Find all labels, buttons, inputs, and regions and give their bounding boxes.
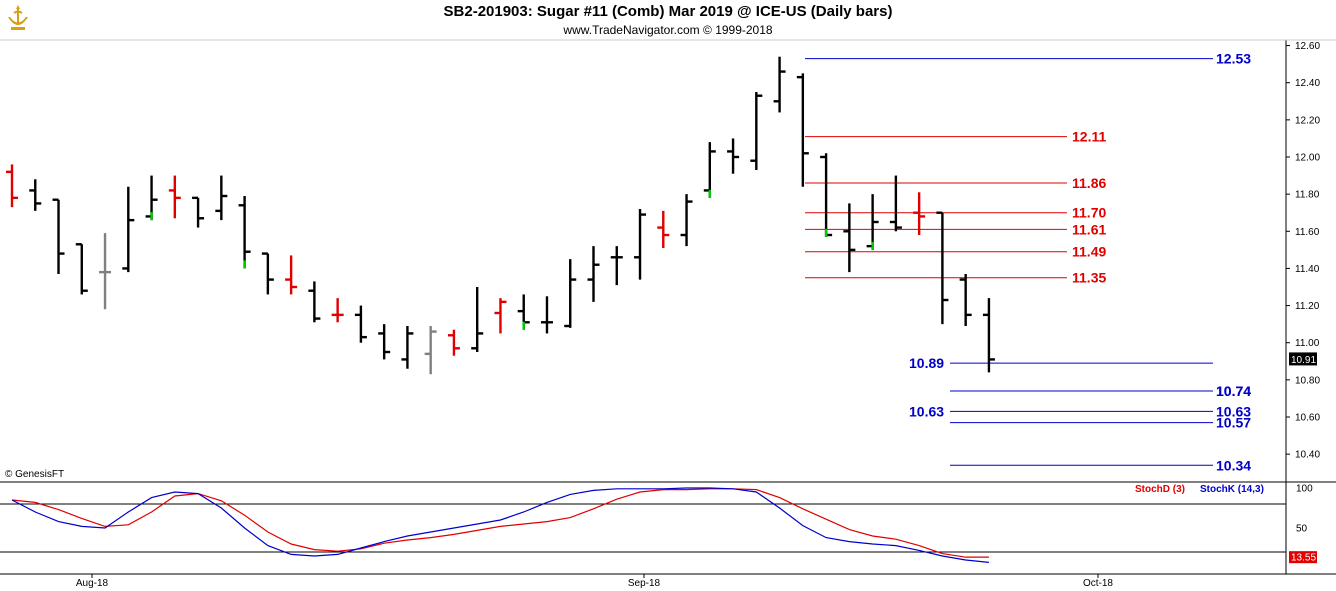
ohlc-bar[interactable] <box>913 192 926 235</box>
ohlc-bar[interactable] <box>540 296 553 334</box>
copyright-label: © GenesisFT <box>5 469 65 480</box>
price-tick-label: 11.00 <box>1295 338 1320 349</box>
ohlc-bar[interactable] <box>610 246 623 286</box>
ohlc-bar[interactable] <box>727 138 740 174</box>
ohlc-bar[interactable] <box>447 329 460 356</box>
chart-subtitle: www.TradeNavigator.com © 1999-2018 <box>563 23 773 37</box>
ohlc-bar[interactable] <box>29 179 42 211</box>
price-level-label: 11.61 <box>1072 221 1106 237</box>
x-tick-label: Sep-18 <box>628 578 661 589</box>
ohlc-bar[interactable] <box>308 281 321 323</box>
last-price-label: 10.91 <box>1291 355 1316 366</box>
price-level-label: 10.57 <box>1216 415 1251 431</box>
price-level-label: 11.49 <box>1072 244 1106 260</box>
ohlc-bar[interactable] <box>52 198 65 274</box>
chart-title: SB2-201903: Sugar #11 (Comb) Mar 2019 @ … <box>443 3 893 20</box>
ohlc-bar[interactable] <box>889 175 902 232</box>
price-level-label: 11.86 <box>1072 175 1106 191</box>
ohlc-bar[interactable] <box>401 326 414 369</box>
price-level-label: 12.11 <box>1072 129 1106 145</box>
price-tick-label: 10.80 <box>1295 375 1320 386</box>
ohlc-bar[interactable] <box>657 210 670 248</box>
price-level-label: 11.70 <box>1072 205 1106 221</box>
ohlc-bar[interactable] <box>192 196 205 228</box>
price-level-label: 11.35 <box>1072 270 1106 286</box>
ohlc-bar[interactable] <box>378 324 391 360</box>
ohlc-bar[interactable] <box>99 233 112 310</box>
ohlc-bar[interactable] <box>587 246 600 302</box>
ohlc-bar[interactable] <box>285 255 298 295</box>
x-tick-label: Oct-18 <box>1083 578 1113 589</box>
price-level-label: 10.89 <box>909 355 944 371</box>
ohlc-bar[interactable] <box>936 211 949 325</box>
price-tick-label: 10.60 <box>1295 413 1320 424</box>
ohlc-bar[interactable] <box>680 194 693 247</box>
ohlc-bar[interactable] <box>75 243 88 295</box>
ohlc-bar[interactable] <box>6 164 18 208</box>
ohlc-bar[interactable] <box>843 203 856 273</box>
chart-header: SB2-201903: Sugar #11 (Comb) Mar 2019 @ … <box>0 0 1336 40</box>
osc-last-box <box>1289 551 1317 564</box>
ohlc-bar[interactable] <box>982 298 995 373</box>
price-level-label: 10.63 <box>909 403 944 419</box>
ohlc-bar[interactable] <box>354 305 367 343</box>
legend-stochd: StochD (3) <box>1135 484 1185 495</box>
price-tick-label: 12.00 <box>1295 153 1320 164</box>
ohlc-bar[interactable] <box>471 287 484 352</box>
ohlc-bar[interactable] <box>215 175 228 221</box>
price-tick-label: 12.60 <box>1295 41 1320 52</box>
price-tick-label: 11.80 <box>1295 190 1320 201</box>
ohlc-bar[interactable] <box>494 298 507 334</box>
price-tick-label: 11.40 <box>1295 264 1320 275</box>
price-tick-label: 12.20 <box>1295 115 1320 126</box>
ohlc-bar[interactable] <box>959 274 972 326</box>
stochd-line <box>11 488 989 558</box>
ohlc-bar[interactable] <box>331 298 344 323</box>
price-level-label: 10.34 <box>1216 457 1251 473</box>
ohlc-bar[interactable] <box>750 92 763 170</box>
ohlc-bar[interactable] <box>564 259 577 328</box>
osc-tick-label: 100 <box>1296 484 1313 495</box>
stochk-line <box>11 487 989 563</box>
ohlc-bar[interactable] <box>261 252 274 295</box>
price-tick-label: 11.60 <box>1295 227 1320 238</box>
price-level-label: 12.53 <box>1216 51 1251 67</box>
ohlc-bar[interactable] <box>122 186 135 273</box>
ohlc-bar[interactable] <box>634 209 647 280</box>
osc-last-label: 13.55 <box>1291 553 1316 564</box>
price-level-label: 10.74 <box>1216 383 1251 399</box>
ohlc-bar[interactable] <box>796 73 809 187</box>
osc-tick-label: 50 <box>1296 524 1308 535</box>
ohlc-bar[interactable] <box>424 326 437 375</box>
plot-background <box>0 39 1336 576</box>
last-price-box <box>1289 352 1317 366</box>
trade-navigator-logo-icon <box>4 3 32 33</box>
ohlc-bar[interactable] <box>238 196 251 269</box>
ohlc-bar[interactable] <box>773 56 786 113</box>
ohlc-bar[interactable] <box>168 175 181 219</box>
price-tick-label: 12.40 <box>1295 78 1320 89</box>
x-tick-label: Aug-18 <box>76 578 109 589</box>
price-level-label-right: 10.63 <box>1216 403 1251 419</box>
price-tick-label: 10.40 <box>1295 450 1320 461</box>
legend-stochk: StochK (14,3) <box>1200 484 1264 495</box>
price-level-label-right: 10.74 <box>1216 383 1251 399</box>
price-tick-label: 11.20 <box>1295 301 1320 312</box>
